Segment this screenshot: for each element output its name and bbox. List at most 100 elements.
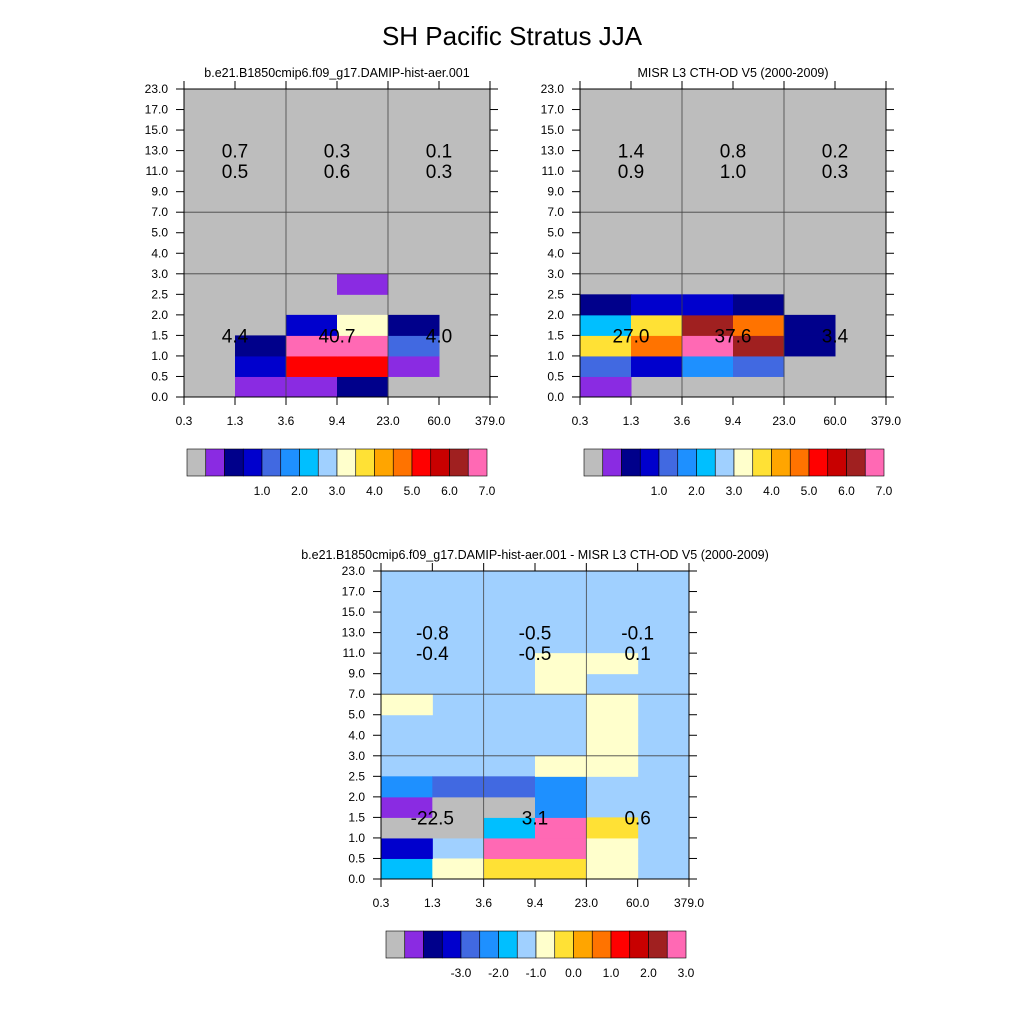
box-value-label: -0.4 [416, 644, 449, 665]
heatmap-cell [580, 294, 632, 316]
x-tick-label: 1.3 [227, 414, 244, 428]
heatmap-cell [535, 653, 587, 675]
colorbar-swatch [261, 448, 282, 477]
y-tick-label: 2.5 [151, 287, 168, 301]
heatmap-cell [586, 817, 639, 839]
colorbar-swatch [846, 448, 866, 477]
heatmap-cell [631, 314, 683, 336]
x-tick-label: 1.3 [424, 896, 441, 910]
heatmap-cell [432, 858, 485, 880]
figure-title: SH Pacific Stratus JJA [382, 21, 643, 51]
heatmap-cell [631, 294, 683, 316]
colorbar-label: 2.0 [291, 484, 308, 498]
colorbar-swatch [449, 448, 469, 477]
box-value-label: -0.5 [519, 644, 552, 665]
colorbar-swatch [392, 448, 413, 477]
colorbar-swatch [498, 930, 518, 959]
colorbar-swatch [242, 448, 263, 477]
y-tick-label: 15.0 [541, 123, 565, 137]
colorbar-swatch [789, 448, 810, 477]
colorbar-swatch [629, 930, 649, 959]
heatmap-cell [580, 314, 632, 336]
heatmap-cell [483, 858, 536, 880]
heatmap-cell [381, 796, 433, 818]
y-tick-label: 1.5 [151, 328, 168, 342]
y-tick-label: 15.0 [145, 123, 169, 137]
colorbar-swatch [621, 448, 641, 477]
colorbar-swatch [610, 930, 631, 959]
colorbar-swatch [666, 930, 687, 959]
y-tick-label: 17.0 [541, 103, 565, 117]
colorbar-swatch [411, 448, 432, 477]
box-value-label: 40.7 [319, 326, 356, 347]
box-value-label: 0.9 [618, 162, 644, 183]
y-tick-label: 4.0 [348, 728, 365, 742]
heatmap-cell [337, 314, 389, 336]
colorbar-swatch [733, 448, 754, 477]
heatmap-cell [286, 314, 338, 336]
y-tick-label: 5.0 [348, 708, 365, 722]
colorbar-swatch [714, 448, 735, 477]
x-tick-label: 0.3 [373, 896, 390, 910]
heatmap-cell [337, 273, 389, 295]
y-tick-label: 13.0 [145, 144, 169, 158]
heatmap-cell [535, 858, 587, 880]
y-tick-label: 23.0 [541, 82, 565, 96]
heatmap-cell [483, 776, 536, 798]
y-tick-label: 2.0 [348, 790, 365, 804]
y-tick-label: 11.0 [542, 164, 565, 178]
heatmap-cell [586, 755, 639, 777]
y-tick-label: 11.0 [343, 646, 366, 660]
y-tick-label: 5.0 [151, 226, 168, 240]
colorbar-swatch [385, 930, 406, 959]
heatmap-cell [682, 314, 734, 336]
y-tick-label: 7.0 [151, 205, 168, 219]
box-value-label: 0.3 [426, 162, 452, 183]
box-value-label: 0.2 [822, 142, 848, 163]
y-tick-label: 3.0 [348, 749, 365, 763]
colorbar-swatch [827, 448, 847, 477]
heatmap-cell [784, 335, 836, 357]
box-value-label: -0.5 [519, 624, 552, 645]
x-tick-label: 23.0 [376, 414, 400, 428]
y-tick-label: 5.0 [547, 226, 564, 240]
colorbar-label: 6.0 [838, 484, 855, 498]
heatmap-cell [381, 817, 433, 839]
x-tick-label: 3.6 [475, 896, 492, 910]
box-value-label: -0.8 [416, 624, 449, 645]
x-tick-label: 60.0 [823, 414, 847, 428]
box-value-label: 0.6 [324, 162, 350, 183]
y-tick-label: 2.5 [348, 769, 365, 783]
colorbar-swatch [186, 448, 207, 477]
colorbar-label: 7.0 [876, 484, 893, 498]
x-tick-label: 60.0 [427, 414, 451, 428]
colorbar-swatch [224, 448, 244, 477]
heatmap-cell [682, 294, 734, 316]
box-value-label: 0.6 [624, 808, 650, 829]
colorbar-swatch [658, 448, 679, 477]
heatmap-cell [381, 694, 433, 716]
colorbar-swatch [280, 448, 300, 477]
colorbar-swatch [299, 448, 319, 477]
heatmap-cell [337, 355, 389, 377]
colorbar-swatch [535, 930, 556, 959]
heatmap-cell [631, 335, 683, 357]
colorbar-swatch [355, 448, 375, 477]
heatmap-cell [388, 335, 440, 357]
x-tick-label: 0.3 [572, 414, 589, 428]
heatmap-cell [483, 817, 536, 839]
heatmap-cell [432, 817, 485, 839]
box-value-label: 0.3 [822, 162, 848, 183]
colorbar-label: 1.0 [651, 484, 668, 498]
heatmap-cell [286, 376, 338, 398]
x-tick-label: 60.0 [626, 896, 650, 910]
colorbar-label: 3.0 [329, 484, 346, 498]
heatmap-cell [432, 796, 485, 818]
colorbar-swatch [591, 930, 612, 959]
y-tick-label: 9.0 [547, 185, 564, 199]
colorbar-swatch [639, 448, 660, 477]
colorbar-swatch [430, 448, 450, 477]
colorbar-label: -2.0 [488, 966, 509, 980]
colorbar-swatch [648, 930, 668, 959]
colorbar-swatch [583, 448, 604, 477]
